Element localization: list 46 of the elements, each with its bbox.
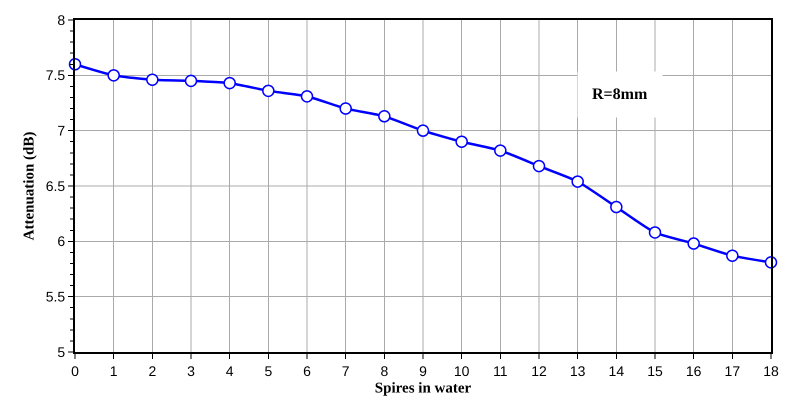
x-tick-label: 9 (419, 362, 428, 379)
x-tick-label: 6 (303, 362, 312, 379)
x-tick-label: 4 (226, 362, 234, 379)
x-tick-label: 15 (647, 362, 663, 379)
point (726, 249, 739, 262)
point (494, 144, 507, 157)
x-tick-label: 14 (608, 362, 624, 379)
point (610, 200, 623, 214)
x-axis-title: Spires in water (374, 380, 472, 396)
point (262, 84, 275, 98)
y-tick-label: 7.5 (46, 67, 66, 84)
point (223, 76, 236, 90)
point (455, 135, 468, 148)
y-axis-title: Attenuation (dB) (21, 132, 38, 240)
point (648, 226, 662, 239)
y-tick-label: 8 (57, 12, 66, 28)
y-tick-label: 5 (57, 344, 66, 360)
y-tick-label: 7 (57, 122, 66, 139)
x-tick-label: 0 (71, 362, 80, 379)
point (571, 175, 584, 188)
point (107, 69, 120, 82)
annotation: R=8mm (592, 86, 648, 103)
point (687, 237, 700, 250)
x-tick-label: 1 (110, 362, 118, 379)
y-tick-label: 6.5 (46, 178, 66, 194)
point (416, 124, 430, 137)
y-tick-label: 5.5 (46, 288, 66, 305)
x-tick-label: 12 (531, 362, 547, 379)
y-tick-label: 6 (57, 233, 66, 250)
point (339, 102, 352, 115)
x-tick-label: 3 (187, 362, 196, 379)
point (146, 74, 159, 86)
x-tick-label: 11 (493, 362, 508, 379)
x-tick-label: 10 (454, 362, 470, 379)
x-tick-label: 2 (148, 362, 156, 379)
x-tick-label: 5 (264, 362, 272, 379)
x-tick-label: 16 (686, 362, 702, 379)
point (184, 74, 198, 88)
x-tick-label: 18 (763, 362, 779, 379)
point (378, 110, 391, 123)
x-tick-label: 13 (570, 362, 586, 379)
point (532, 160, 546, 172)
x-tick-label: 17 (724, 362, 740, 379)
point (300, 90, 314, 103)
x-tick-label: 8 (380, 362, 388, 379)
x-tick-label: 7 (342, 362, 350, 379)
